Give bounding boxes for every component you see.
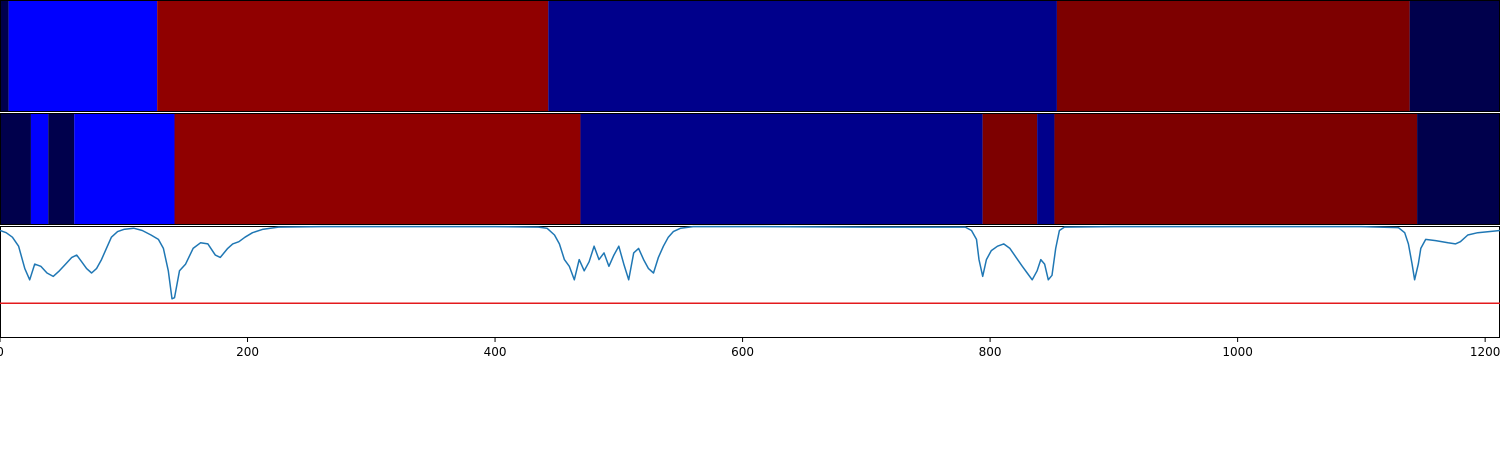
segment-panels [0,0,1500,225]
x-tick-label: 600 [731,345,754,359]
x-tick-label: 400 [484,345,507,359]
segment-bar [0,0,9,112]
segment-bar [0,113,31,225]
x-tick-label: 800 [979,345,1002,359]
x-tick-label: 1200 [1470,345,1500,359]
segment-bar [982,113,1038,225]
segment-bar [1056,0,1410,112]
x-tick-label: 1000 [1222,345,1253,359]
segment-bar [8,0,158,112]
signal-panel [0,225,1500,338]
segment-bar [174,113,581,225]
segment-bar [30,113,49,225]
segment-bar [48,113,75,225]
segment-bar [548,0,1057,112]
x-axis: 0 200 400 600 800 1000 1200 [0,338,1500,359]
segment-bar [74,113,175,225]
segment-bar [1054,113,1418,225]
segment-bar [1037,113,1055,225]
signal-frame [0,226,1500,338]
segment-bar [1409,0,1500,112]
segment-bar [1417,113,1500,225]
x-tick-label: 0 [0,345,4,359]
segment-bar [157,0,549,112]
segment-bar [580,113,983,225]
x-tick-label: 200 [236,345,259,359]
signal-line [0,225,1500,300]
